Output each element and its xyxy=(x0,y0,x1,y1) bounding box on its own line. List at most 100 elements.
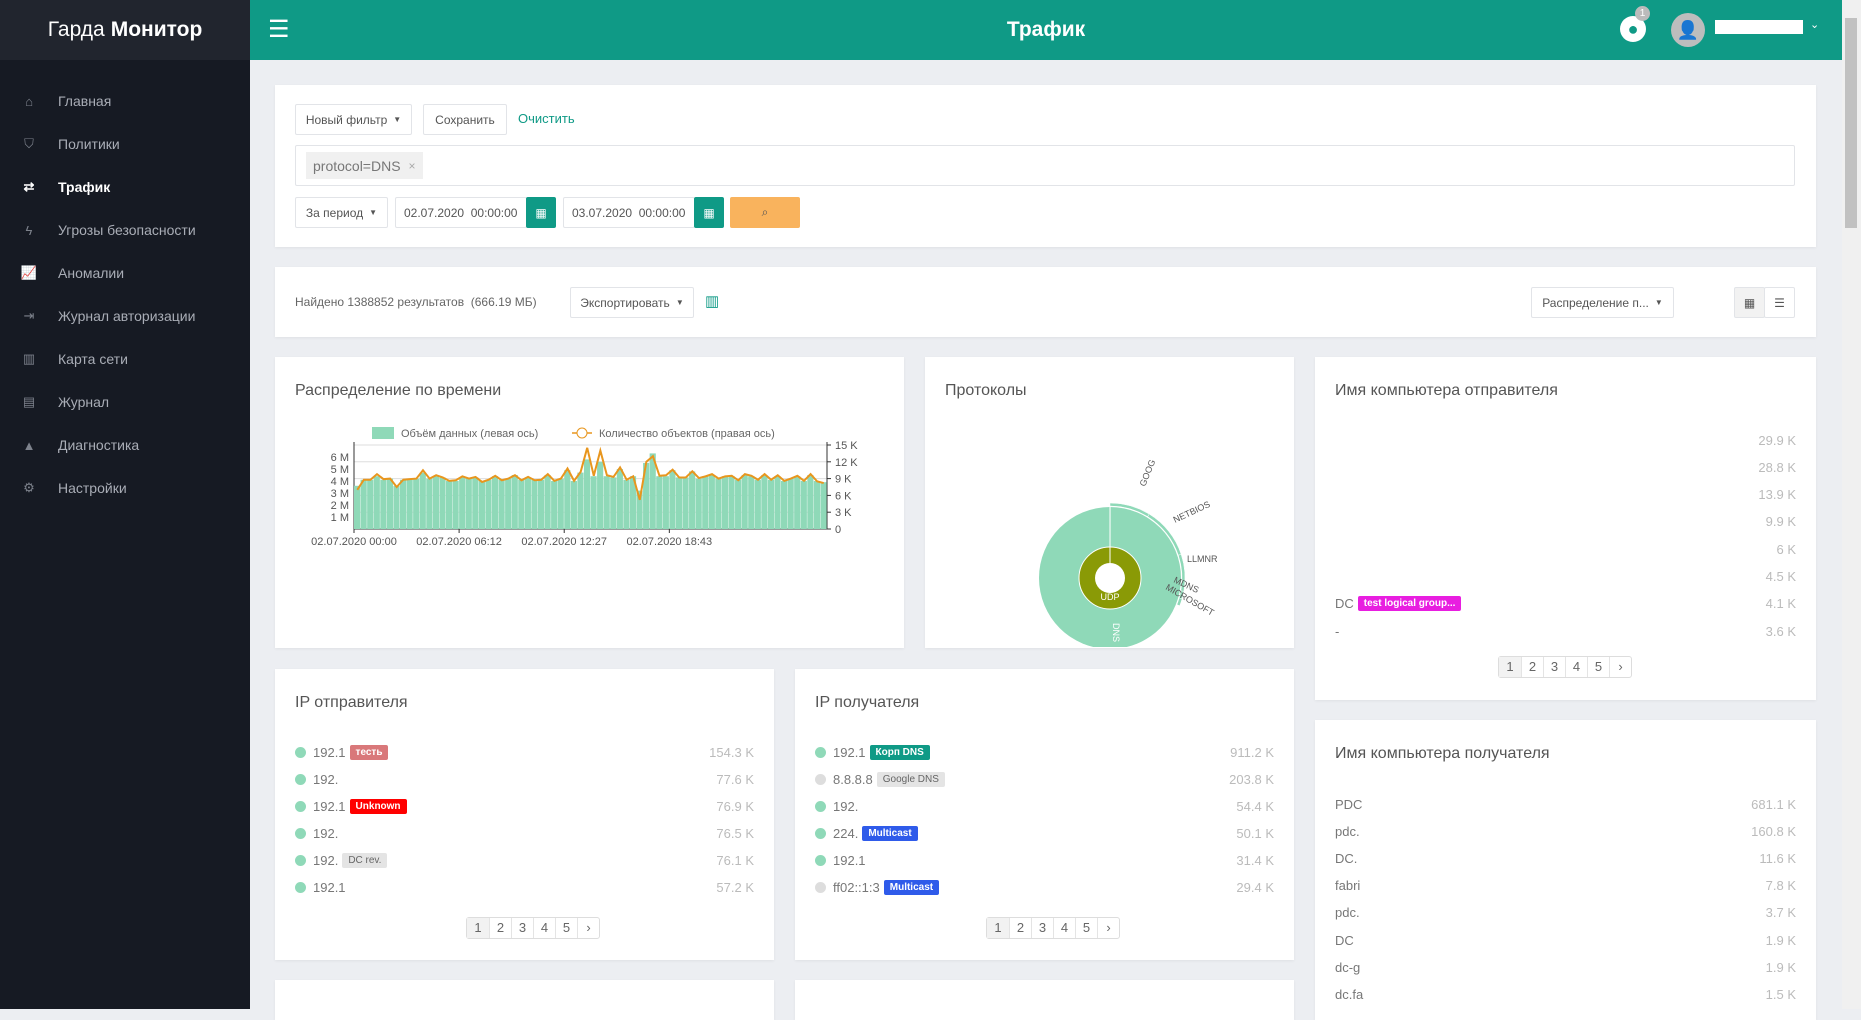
app-logo[interactable]: Гарда Монитор xyxy=(0,0,250,60)
caret-down-icon: ▼ xyxy=(675,298,684,307)
page-button[interactable]: 5 xyxy=(1075,918,1097,938)
list-item[interactable]: 192.1 Корп DNS 911.2 K xyxy=(815,742,1274,762)
item-name: 192.1 xyxy=(833,852,866,868)
sidebar-item[interactable]: ⚙ Настройки xyxy=(0,468,250,508)
sidebar-item[interactable]: ⌂ Главная xyxy=(0,81,250,121)
list-item[interactable]: DC test logical group... 4.1 K xyxy=(1335,594,1796,614)
page-button[interactable]: 4 xyxy=(533,918,555,938)
status-dot-icon xyxy=(815,881,826,893)
page-button[interactable]: 1 xyxy=(1499,657,1521,677)
page-button[interactable]: 3 xyxy=(1031,918,1053,938)
list-item[interactable]: 28.8 K xyxy=(1335,457,1796,477)
sidebar-item[interactable]: ▤ Журнал xyxy=(0,382,250,422)
page-button[interactable]: 5 xyxy=(555,918,577,938)
sidebar-item[interactable]: 📈 Аномалии xyxy=(0,253,250,293)
sidebar-item[interactable]: ▥ Карта сети xyxy=(0,339,250,379)
list-item[interactable]: 9.9 K xyxy=(1335,512,1796,532)
list-item[interactable]: 29.9 K xyxy=(1335,430,1796,450)
page-scrollbar[interactable] xyxy=(1842,0,1861,1009)
user-name[interactable] xyxy=(1715,20,1803,34)
date-to-value: 03.07.2020 00:00:00 xyxy=(572,205,686,220)
page-button[interactable]: 3 xyxy=(1543,657,1565,677)
list-item[interactable]: dc-g 1.9 K xyxy=(1335,957,1796,977)
sunburst-label-dns: DNS xyxy=(1111,623,1121,642)
page-button[interactable]: 1 xyxy=(467,918,489,938)
list-item[interactable]: DC 1.9 K xyxy=(1335,930,1796,950)
sidebar-item[interactable]: ⇥ Журнал авторизации xyxy=(0,296,250,336)
page-button[interactable]: › xyxy=(1609,657,1631,677)
volume-bar xyxy=(544,475,551,529)
avatar[interactable]: 👤 xyxy=(1671,13,1705,47)
grid-view-icon[interactable]: ▦ xyxy=(1734,287,1765,318)
list-item[interactable]: 192.1 тесть 154.3 K xyxy=(295,742,754,762)
item-value: 29.9 K xyxy=(1758,432,1796,448)
distribution-dropdown[interactable]: Распределение п... ▼ xyxy=(1531,287,1674,318)
page-button[interactable]: 4 xyxy=(1053,918,1075,938)
list-item[interactable]: 13.9 K xyxy=(1335,485,1796,505)
list-view-icon[interactable]: ☰ xyxy=(1764,287,1795,318)
list-item[interactable]: 192.1 57.2 K xyxy=(295,877,754,897)
item-name: 192.1 xyxy=(313,798,346,814)
list-item[interactable]: fabri 7.8 K xyxy=(1335,876,1796,896)
list-item[interactable]: 8.8.8.8 Google DNS 203.8 K xyxy=(815,769,1274,789)
list-item[interactable]: 192. 76.5 K xyxy=(295,823,754,843)
page-button[interactable]: 5 xyxy=(1587,657,1609,677)
calendar-icon[interactable]: ▦ xyxy=(694,197,724,228)
list-item[interactable]: 6 K xyxy=(1335,539,1796,559)
volume-bar xyxy=(406,478,413,529)
logo-text: Гарда xyxy=(47,18,105,41)
calendar-icon[interactable]: ▦ xyxy=(526,197,556,228)
list-item[interactable]: 192.1 31.4 K xyxy=(815,850,1274,870)
sidebar-item[interactable]: ⇄ Трафик xyxy=(0,167,250,207)
caret-down-icon: ▼ xyxy=(1654,298,1663,307)
list-item[interactable]: 192. DC rev. 76.1 K xyxy=(295,850,754,870)
volume-bar xyxy=(524,477,531,529)
sidebar-item[interactable]: ⛉ Политики xyxy=(0,124,250,164)
item-name: fabri xyxy=(1335,878,1361,894)
menu-toggle-icon[interactable]: ☰ xyxy=(268,16,290,43)
x-tick-label: 02.07.2020 00:00 xyxy=(311,536,397,548)
map-icon[interactable]: ▥ xyxy=(705,293,720,310)
page-button[interactable]: 2 xyxy=(1521,657,1543,677)
list-item[interactable]: PDC 681.1 K xyxy=(1335,794,1796,814)
item-name: DC xyxy=(1335,932,1354,948)
warning-icon: ▲ xyxy=(22,437,36,453)
list-item[interactable]: pdc. 3.7 K xyxy=(1335,903,1796,923)
chevron-down-icon[interactable]: ⌄ xyxy=(1810,19,1820,31)
page-button[interactable]: 2 xyxy=(489,918,511,938)
item-tag: Google DNS xyxy=(876,771,945,787)
filter-input[interactable]: protocol=DNS × xyxy=(295,145,1795,186)
new-filter-dropdown[interactable]: Новый фильтр ▼ xyxy=(295,104,412,135)
list-item[interactable]: - 3.6 K xyxy=(1335,621,1796,641)
export-dropdown[interactable]: Экспортировать ▼ xyxy=(570,287,694,318)
page-button[interactable]: › xyxy=(1097,918,1119,938)
list-item[interactable]: 224. Multicast 50.1 K xyxy=(815,823,1274,843)
status-dot-icon xyxy=(295,881,306,893)
page-button[interactable]: › xyxy=(577,918,599,938)
save-button[interactable]: Сохранить xyxy=(423,104,507,135)
scrollbar-thumb[interactable] xyxy=(1845,18,1857,228)
page-button[interactable]: 2 xyxy=(1009,918,1031,938)
item-value: 13.9 K xyxy=(1758,487,1796,503)
list-item[interactable]: DC. 11.6 K xyxy=(1335,848,1796,868)
period-dropdown[interactable]: За период ▼ xyxy=(295,197,388,228)
search-button[interactable]: ⌕ xyxy=(730,197,800,228)
remove-chip-icon[interactable]: × xyxy=(408,158,416,173)
page-button[interactable]: 4 xyxy=(1565,657,1587,677)
date-from-input[interactable]: 02.07.2020 00:00:00 xyxy=(395,197,527,228)
list-item[interactable]: dc.fa 1.5 K xyxy=(1335,984,1796,1004)
list-item[interactable]: 192. 77.6 K xyxy=(295,769,754,789)
list-item[interactable]: pdc. 160.8 K xyxy=(1335,821,1796,841)
page-button[interactable]: 3 xyxy=(511,918,533,938)
list-item[interactable]: ff02::1:3 Multicast 29.4 K xyxy=(815,877,1274,897)
list-item[interactable]: 192. 54.4 K xyxy=(815,796,1274,816)
clear-link[interactable]: Очистить xyxy=(518,111,575,126)
list-item[interactable]: 192.1 Unknown 76.9 K xyxy=(295,796,754,816)
status-dot-icon xyxy=(815,773,826,785)
sidebar-item[interactable]: ▲ Диагностика xyxy=(0,425,250,465)
page-button[interactable]: 1 xyxy=(987,918,1009,938)
date-to-input[interactable]: 03.07.2020 00:00:00 xyxy=(563,197,695,228)
list-item[interactable]: 4.5 K xyxy=(1335,567,1796,587)
sidebar-item[interactable]: ϟ Угрозы безопасности xyxy=(0,210,250,250)
sidebar-item-label: Аномалии xyxy=(58,265,125,281)
